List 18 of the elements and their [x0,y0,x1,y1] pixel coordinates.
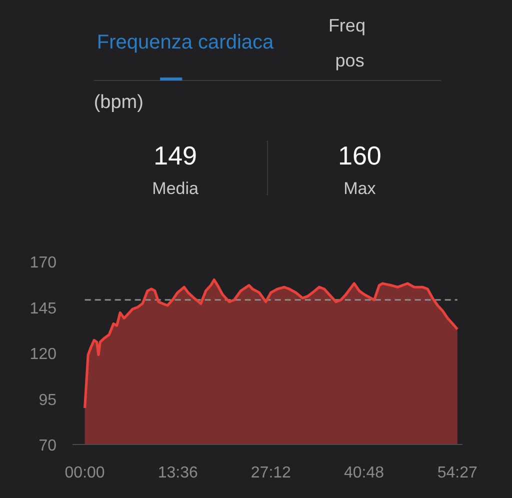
x-tick-label: 13:36 [158,464,198,482]
text: (bpm) [94,92,144,113]
x-tick-label: 27:12 [250,464,292,482]
y-tick-label: 170 [30,254,57,272]
x-tick-label: 40:48 [344,464,384,482]
text: Media [152,179,200,198]
text: Max [344,179,376,198]
x-tick-label: 54:27 [437,464,478,482]
text: pos [335,50,364,70]
y-tick-label: 95 [38,392,57,409]
text: 160 [338,140,382,170]
text: Freq [328,16,366,36]
y-tick-label: 145 [30,300,57,318]
y-tick-label: 120 [30,346,57,363]
y-tick-label: 70 [38,438,57,454]
chart-title: Frequenza cardiaca [96,32,275,54]
text: 149 [154,140,198,170]
x-tick-label: 00:00 [64,464,105,482]
